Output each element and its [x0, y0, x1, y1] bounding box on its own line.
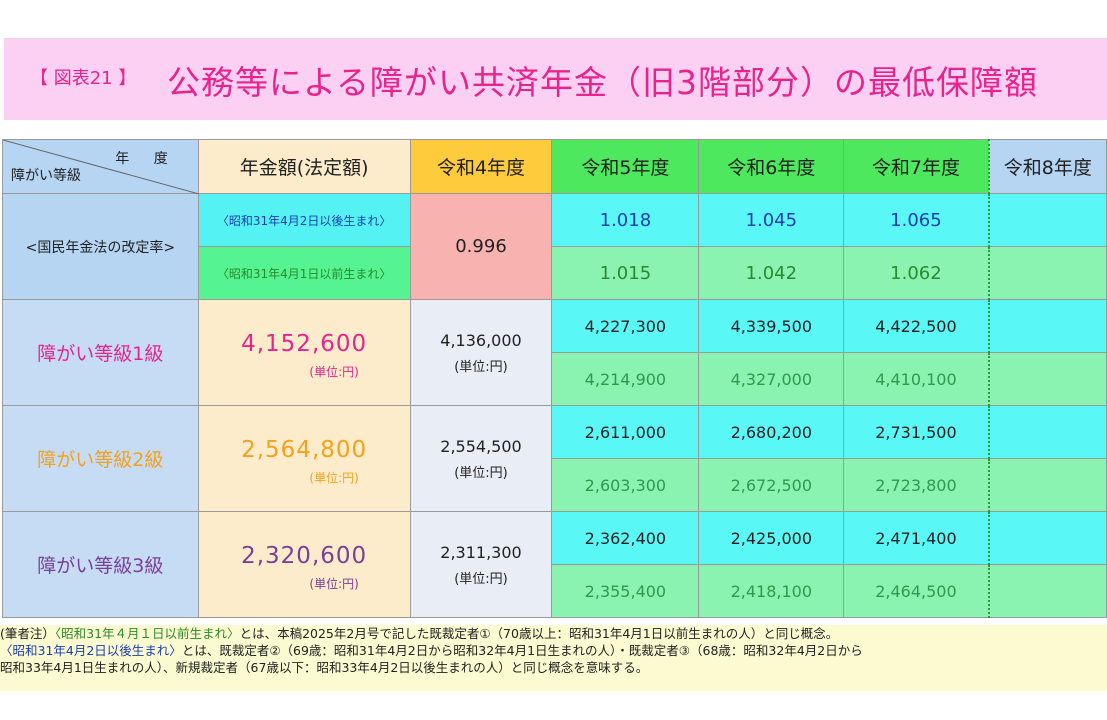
grade2-after-row: 障がい等級2級 2,564,800 (単位:円) 2,554,500 (単位:円…: [2, 405, 1107, 512]
rate-before-r6: 1.042: [698, 246, 845, 300]
grade1-before-r7: 4,410,100: [843, 352, 990, 406]
grade3-after-r5: 2,362,400: [551, 511, 700, 565]
rate-r4: 0.996: [409, 193, 553, 300]
footnote-line-2: 〈昭和31年4月2日以後生まれ〉とは、既裁定者②（69歳：昭和31年4月2日から…: [0, 642, 1107, 659]
grade3-r4-unit: (単位:円): [454, 571, 508, 587]
grade2-before-row: 2,603,300 2,672,500 2,723,800: [3, 458, 1107, 512]
grade2-r4: 2,554,500 (単位:円): [409, 405, 553, 512]
grade1-pension-unit: (単位:円): [309, 365, 359, 379]
grade3-pension: 2,320,600 (単位:円): [197, 511, 411, 618]
grade1-pension: 4,152,600 (単位:円): [197, 299, 411, 406]
figure-tag: 【 図表21 】: [30, 68, 137, 89]
grade3-label: 障がい等級3級: [2, 511, 199, 618]
rate-after-r7: 1.065: [843, 193, 990, 247]
grade2-after-r8: [988, 405, 1107, 459]
header-r6: 令和6年度: [698, 139, 845, 194]
rate-label: <国民年金法の改定率>: [2, 193, 199, 300]
grade2-before-r5: 2,603,300: [551, 458, 700, 512]
grade3-after-row: 障がい等級3級 2,320,600 (単位:円) 2,311,300 (単位:円…: [2, 511, 1107, 618]
grade2-after-r5: 2,611,000: [551, 405, 700, 459]
grade1-before-r6: 4,327,000: [698, 352, 845, 406]
grade3-before-r6: 2,418,100: [698, 564, 845, 618]
grade2-r4-value: 2,554,500: [440, 436, 522, 456]
grade2-after-r7: 2,731,500: [843, 405, 990, 459]
corner-year-label: 年 度: [115, 151, 178, 167]
rate-sub-after: 〈昭和31年4月2日以後生まれ〉: [197, 193, 411, 247]
grade3-r4-value: 2,311,300: [440, 542, 522, 562]
grade3-before-row: 2,355,400 2,418,100 2,464,500: [3, 564, 1107, 618]
corner-diagonal: [3, 140, 199, 194]
footnote-def-2: とは、既裁定者②（69歳：昭和31年4月2日から昭和32年4月1日生まれの人）・…: [181, 643, 863, 658]
footnote-line-1: (筆者注）〈昭和31年４月１日以前生まれ〉とは、本稿2025年2月号で記した既裁…: [0, 625, 1107, 642]
header-pension: 年金額(法定額): [197, 139, 411, 194]
rate-after-r5: 1.018: [551, 193, 700, 247]
grade1-after-r5: 4,227,300: [551, 299, 700, 353]
grade1-r4-value: 4,136,000: [440, 330, 522, 350]
grade1-before-row: 4,214,900 4,327,000 4,410,100: [3, 352, 1107, 406]
grade3-before-r8: [988, 564, 1107, 618]
grade2-before-r6: 2,672,500: [698, 458, 845, 512]
header-r4: 令和4年度: [409, 139, 553, 194]
corner-grade-label: 障がい等級: [11, 168, 81, 184]
footnote-prefix: (筆者注）: [0, 626, 55, 641]
grade1-label: 障がい等級1級: [2, 299, 199, 406]
footnote-def-3: 昭和33年4月1日生まれの人）、新規裁定者（67歳以下：昭和33年4月2日以後生…: [0, 660, 649, 675]
grade3-pension-unit: (単位:円): [309, 577, 359, 591]
title-banner: 【 図表21 】 公務等による障がい共済年金（旧3階部分）の最低保障額: [4, 38, 1107, 120]
header-r7: 令和7年度: [843, 139, 990, 194]
footnote: (筆者注）〈昭和31年４月１日以前生まれ〉とは、本稿2025年2月号で記した既裁…: [0, 625, 1107, 691]
grade2-after-r6: 2,680,200: [698, 405, 845, 459]
grade2-before-r7: 2,723,800: [843, 458, 990, 512]
rate-before-r5: 1.015: [551, 246, 700, 300]
pension-table: 年 度 障がい等級 年金額(法定額) 令和4年度 令和5年度 令和6年度 令和7…: [2, 139, 1107, 618]
grade3-after-r6: 2,425,000: [698, 511, 845, 565]
grade1-after-r7: 4,422,500: [843, 299, 990, 353]
grade1-r4-unit: (単位:円): [454, 359, 508, 375]
footnote-term-before: 〈昭和31年４月１日以前生まれ〉: [54, 626, 240, 641]
grade1-before-r8: [988, 352, 1107, 406]
grade2-pension: 2,564,800 (単位:円): [197, 405, 411, 512]
grade2-r4-unit: (単位:円): [454, 465, 508, 481]
grade1-pension-value: 4,152,600: [241, 331, 368, 357]
page-title: 公務等による障がい共済年金（旧3階部分）の最低保障額: [167, 63, 1039, 102]
grade2-before-r8: [988, 458, 1107, 512]
footnote-line-3: 昭和33年4月1日生まれの人）、新規裁定者（67歳以下：昭和33年4月2日以後生…: [0, 659, 1107, 676]
header-r8: 令和8年度: [988, 139, 1107, 194]
grade1-after-row: 障がい等級1級 4,152,600 (単位:円) 4,136,000 (単位:円…: [2, 299, 1107, 406]
grade2-pension-value: 2,564,800: [241, 437, 368, 463]
footnote-term-after: 〈昭和31年4月2日以後生まれ〉: [0, 643, 182, 658]
rate-row-after: <国民年金法の改定率> 〈昭和31年4月2日以後生まれ〉 0.996 1.018…: [2, 193, 1107, 300]
corner-cell: 年 度 障がい等級: [2, 139, 199, 194]
grade1-before-r5: 4,214,900: [551, 352, 700, 406]
rate-after-r6: 1.045: [698, 193, 845, 247]
grade1-after-r8: [988, 299, 1107, 353]
rate-after-r8: [988, 193, 1107, 247]
grade2-label: 障がい等級2級: [2, 405, 199, 512]
grade1-r4: 4,136,000 (単位:円): [409, 299, 553, 406]
header-r5: 令和5年度: [551, 139, 700, 194]
footnote-def-1: とは、本稿2025年2月号で記した既裁定者①（70歳以上：昭和31年4月1日以前…: [239, 626, 839, 641]
grade3-before-r5: 2,355,400: [551, 564, 700, 618]
header-row: 年 度 障がい等級 年金額(法定額) 令和4年度 令和5年度 令和6年度 令和7…: [2, 139, 1107, 194]
grade3-after-r7: 2,471,400: [843, 511, 990, 565]
grade3-pension-value: 2,320,600: [241, 543, 368, 569]
grade3-after-r8: [988, 511, 1107, 565]
rate-sub-before: 〈昭和31年4月1日以前生まれ〉: [197, 246, 411, 300]
grade1-after-r6: 4,339,500: [698, 299, 845, 353]
grade3-before-r7: 2,464,500: [843, 564, 990, 618]
rate-before-r8: [988, 246, 1107, 300]
grade3-r4: 2,311,300 (単位:円): [409, 511, 553, 618]
grade2-pension-unit: (単位:円): [309, 471, 359, 485]
rate-before-r7: 1.062: [843, 246, 990, 300]
